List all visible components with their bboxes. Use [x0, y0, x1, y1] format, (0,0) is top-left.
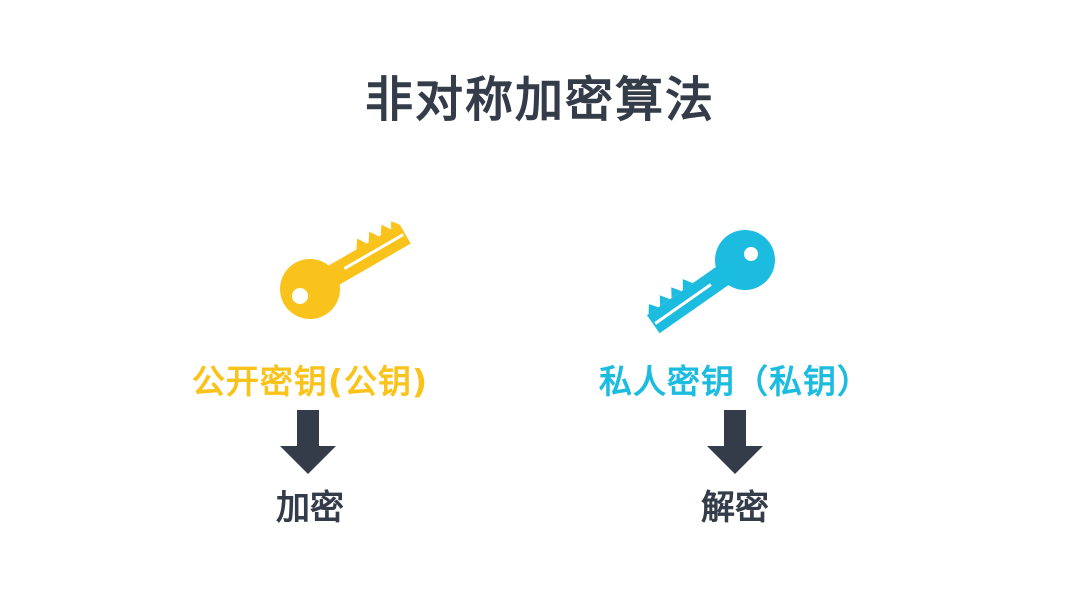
- diagram-title: 非对称加密算法: [364, 72, 715, 128]
- public-key-column: 公开密钥(公钥) 加密: [130, 200, 490, 560]
- encrypt-label: 加密: [276, 488, 344, 528]
- down-arrow-icon: [280, 410, 336, 474]
- private-key-icon: [646, 230, 775, 334]
- private-key-column: 私人密钥（私钥） 解密: [555, 200, 915, 560]
- public-key-icon: [280, 221, 411, 319]
- private-key-label: 私人密钥（私钥）: [599, 362, 871, 401]
- public-key-label: 公开密钥(公钥): [191, 362, 429, 401]
- down-arrow-icon: [707, 410, 763, 474]
- decrypt-label: 解密: [701, 488, 769, 528]
